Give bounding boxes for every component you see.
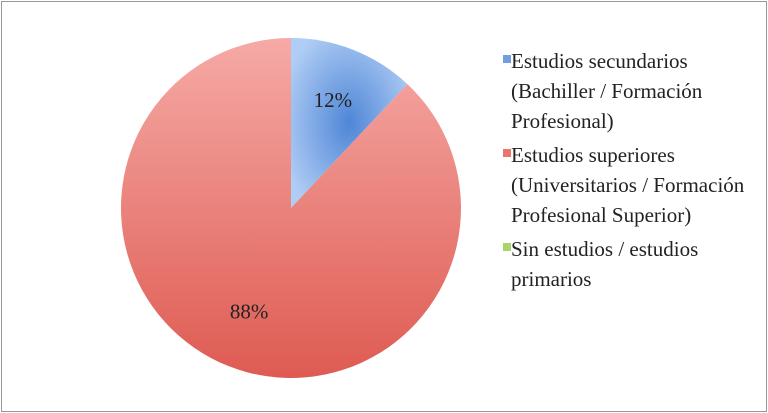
legend-item: Sin estudios / estudios primarios	[503, 234, 765, 294]
legend-swatch	[503, 243, 511, 251]
data-label: 12%	[314, 88, 353, 112]
legend-label: Estudios superiores (Universitarios / Fo…	[511, 143, 745, 227]
legend-label: Estudios secundarios (Bachiller / Formac…	[511, 49, 703, 133]
pie-slice	[291, 38, 408, 208]
legend-item: Estudios secundarios (Bachiller / Formac…	[503, 46, 765, 136]
legend-swatch	[503, 149, 511, 157]
data-label: 88%	[230, 300, 269, 324]
legend-swatch	[503, 55, 511, 63]
legend-item: Estudios superiores (Universitarios / Fo…	[503, 140, 765, 230]
pie-slice	[121, 38, 462, 378]
legend-label: Sin estudios / estudios primarios	[511, 237, 699, 291]
